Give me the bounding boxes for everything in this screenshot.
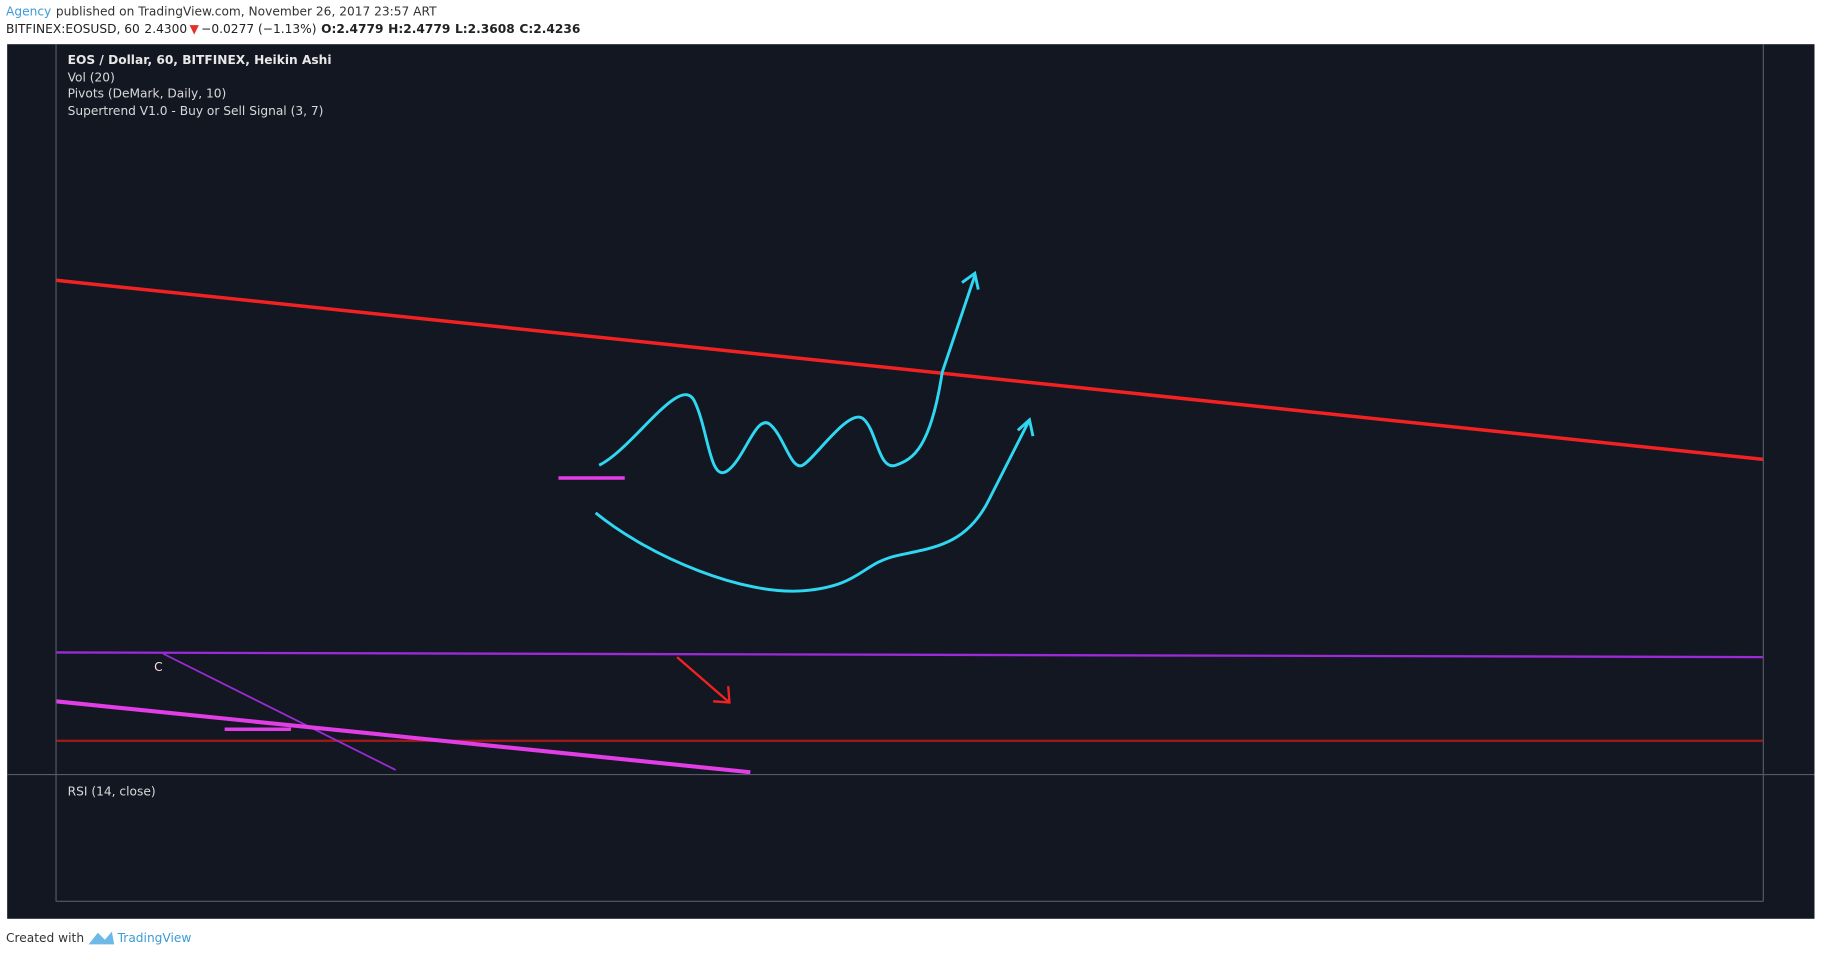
author-link[interactable]: Agency — [6, 4, 51, 18]
h: 2.4779 — [403, 22, 450, 36]
magenta-trend — [55, 699, 751, 775]
header-line: Agency published on TradingView.com, Nove… — [6, 4, 437, 18]
indicator: Pivots (DeMark, Daily, 10) — [68, 87, 227, 101]
h-label: H: — [388, 22, 403, 36]
l: 2.3608 — [468, 22, 515, 36]
symbol: BITFINEX:EOSUSD, 60 — [6, 22, 140, 36]
red-arrow — [676, 656, 731, 704]
cyan-path — [594, 421, 1030, 593]
published: published on TradingView.com, November 2… — [56, 4, 437, 18]
o-label: O: — [321, 22, 336, 36]
arrow-head — [1016, 417, 1035, 437]
chart-title: EOS / Dollar, 60, BITFINEX, Heikin Ashi — [68, 53, 332, 67]
change: −0.0277 (−1.13%) — [201, 22, 316, 36]
indicator: Vol (20) — [68, 70, 115, 84]
purple-diagonal — [162, 652, 397, 771]
chart-background — [7, 44, 1815, 919]
purple-line — [56, 651, 1764, 659]
rsi-title: RSI (14, close) — [68, 785, 156, 799]
cyan-path — [598, 275, 977, 475]
l-label: L: — [455, 22, 468, 36]
arrow: ▼ — [189, 22, 199, 36]
c-label: C: — [519, 22, 533, 36]
footer-brand[interactable]: TradingView — [117, 931, 192, 945]
indicator: Supertrend V1.0 - Buy or Sell Signal (3,… — [68, 104, 324, 118]
logo — [88, 931, 115, 945]
footer-text: Created with — [6, 931, 84, 945]
last: 2.4300 — [144, 22, 187, 36]
trend-line — [55, 278, 1764, 462]
c: 2.4236 — [533, 22, 580, 36]
symbol-line: BITFINEX:EOSUSD, 60 2.4300 ▼ −0.0277 (−1.13… — [6, 22, 580, 36]
arrow-head — [961, 270, 980, 290]
annotation: C — [154, 660, 163, 674]
drawings — [55, 270, 1764, 775]
o: 2.4779 — [336, 22, 383, 36]
